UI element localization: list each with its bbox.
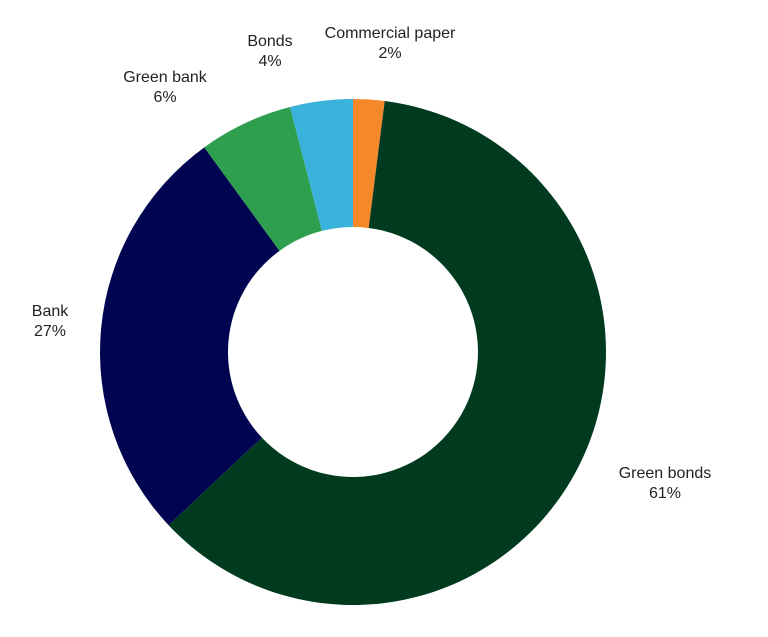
slice-value-label: 27% xyxy=(34,323,66,340)
slice-label: Green bonds xyxy=(619,465,712,482)
slice-label: Commercial paper xyxy=(325,25,456,42)
slice-value-label: 4% xyxy=(258,53,281,70)
slice xyxy=(290,99,353,231)
slice-value-label: 2% xyxy=(378,45,401,62)
slice-value-label: 61% xyxy=(649,485,681,502)
slice xyxy=(353,99,385,228)
slice xyxy=(168,100,606,605)
slice-label: Bank xyxy=(32,303,69,320)
slice-value-label: 6% xyxy=(153,89,176,106)
slice xyxy=(99,147,280,526)
slice-label: Green bank xyxy=(123,69,208,86)
slice xyxy=(204,106,322,251)
slice-label: Bonds xyxy=(247,33,292,50)
